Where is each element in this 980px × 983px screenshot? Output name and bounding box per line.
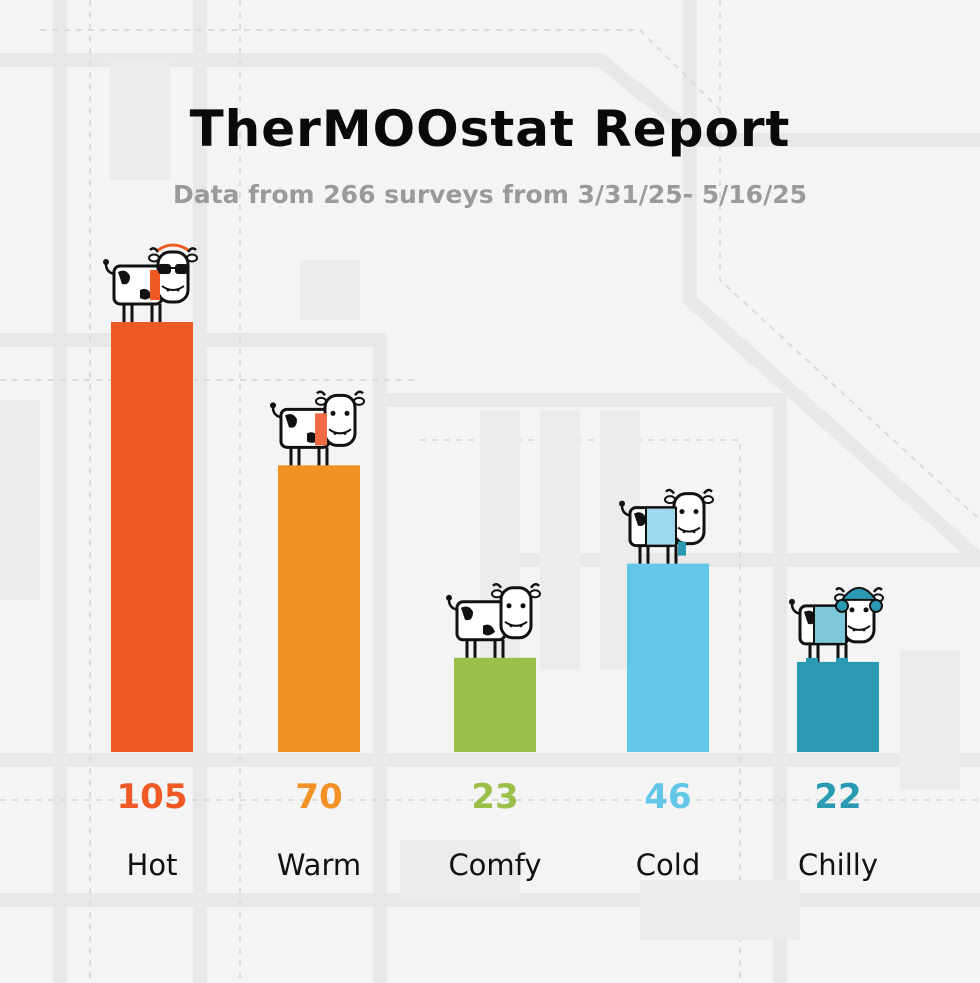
category-label-warm: Warm <box>277 848 361 882</box>
value-label-comfy: 23 <box>471 777 518 817</box>
chart-title: TherMOOstat Report <box>189 100 791 158</box>
cow-scarf-icon <box>617 488 715 566</box>
value-label-chilly: 22 <box>814 777 861 817</box>
bar-comfy <box>454 657 536 752</box>
cow-earmuffs-icon <box>787 586 885 664</box>
bar-hot <box>111 322 193 752</box>
category-label-cold: Cold <box>636 848 700 882</box>
bar-chilly <box>797 661 879 752</box>
chart-subtitle: Data from 266 surveys from 3/31/25- 5/16… <box>173 180 807 209</box>
cow-icon <box>268 390 366 467</box>
category-label-comfy: Comfy <box>448 848 541 882</box>
bar-warm <box>278 465 360 752</box>
category-label-hot: Hot <box>127 848 178 882</box>
bar-cold <box>627 563 709 752</box>
value-label-cold: 46 <box>644 777 691 817</box>
value-label-warm: 70 <box>295 777 342 817</box>
cow-sunglasses-icon <box>101 243 199 324</box>
category-label-chilly: Chilly <box>798 848 878 882</box>
value-label-hot: 105 <box>117 777 188 817</box>
cow-icon <box>444 582 542 660</box>
